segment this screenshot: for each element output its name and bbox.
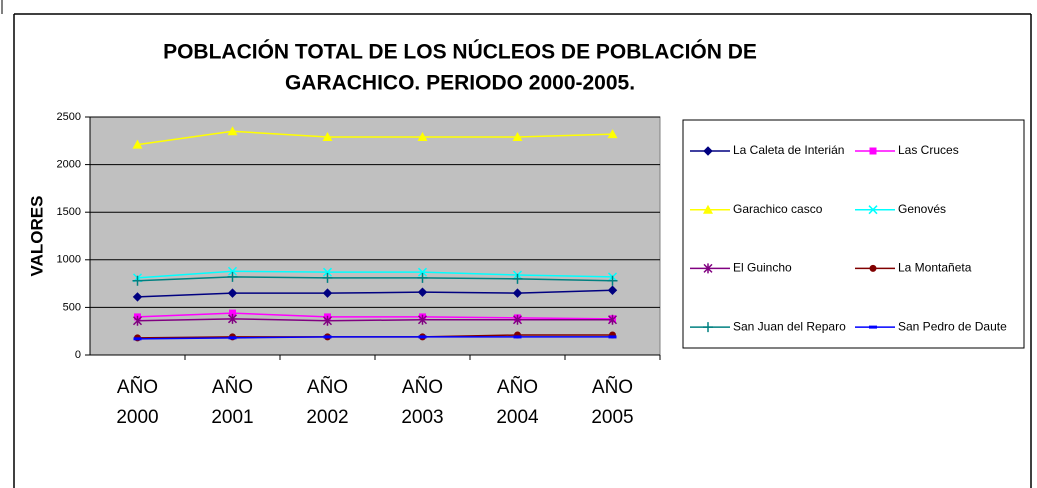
- marker: [607, 129, 618, 139]
- series-line: [137, 130, 613, 146]
- y-tick-label: 2500: [57, 111, 81, 123]
- marker: [132, 275, 143, 286]
- marker: [417, 272, 428, 283]
- marker: [322, 288, 333, 298]
- series-line: [137, 318, 613, 322]
- marker: [322, 267, 333, 277]
- marker: [703, 322, 713, 333]
- legend-label: El Guincho: [733, 261, 792, 275]
- y-tick-label: 0: [75, 349, 81, 361]
- x-tick-label: AÑO 2003: [401, 376, 443, 428]
- marker: [227, 271, 238, 282]
- series-line: [137, 312, 613, 320]
- marker: [322, 315, 333, 326]
- legend-label: Genovés: [898, 202, 946, 216]
- chart-title: GARACHICO. PERIODO 2000-2005.: [285, 72, 635, 95]
- marker: [229, 309, 236, 317]
- x-tick-label: AÑO 2002: [306, 376, 348, 428]
- chart-title: POBLACIÓN TOTAL DE LOS NÚCLEOS DE POBLAC…: [163, 40, 757, 64]
- series-line: [137, 270, 613, 279]
- marker: [132, 292, 143, 302]
- marker: [227, 313, 238, 324]
- series-line: [137, 276, 613, 282]
- marker: [417, 287, 428, 297]
- legend-label: Garachico casco: [733, 202, 823, 216]
- marker: [417, 314, 428, 325]
- marker: [512, 314, 523, 325]
- marker: [607, 314, 618, 325]
- marker: [322, 272, 333, 283]
- marker: [607, 275, 618, 286]
- marker: [132, 315, 143, 326]
- series-line: [137, 336, 613, 340]
- legend-label: San Juan del Reparo: [733, 319, 846, 333]
- marker: [703, 204, 713, 214]
- marker: [512, 288, 523, 298]
- marker: [417, 267, 428, 277]
- x-tick-label: AÑO 2004: [496, 376, 539, 428]
- legend-label: La Caleta de Interián: [733, 143, 844, 157]
- marker: [417, 131, 428, 141]
- series-line: [137, 289, 613, 298]
- marker: [869, 147, 877, 155]
- marker: [227, 266, 238, 276]
- y-axis-label: VALORES: [27, 196, 46, 277]
- marker: [868, 205, 878, 215]
- marker: [703, 263, 713, 274]
- legend: [682, 119, 1025, 349]
- marker: [869, 264, 877, 272]
- legend-label: La Montañeta: [898, 261, 972, 275]
- marker: [703, 146, 713, 156]
- y-tick-label: 1000: [57, 254, 81, 266]
- y-tick-label: 1500: [57, 206, 81, 218]
- marker: [512, 273, 523, 284]
- marker: [227, 126, 238, 136]
- x-tick-label: AÑO 2005: [591, 376, 633, 428]
- x-tick-label: AÑO 2001: [211, 376, 253, 428]
- y-tick-label: 2000: [57, 159, 81, 171]
- y-tick-label: 500: [63, 301, 81, 313]
- legend-label: Las Cruces: [898, 143, 959, 157]
- x-tick-label: AÑO 2000: [116, 376, 158, 428]
- marker: [512, 131, 523, 141]
- marker: [322, 131, 333, 141]
- legend-label: San Pedro de Daute: [898, 319, 1007, 333]
- marker: [607, 285, 618, 295]
- marker: [227, 288, 238, 298]
- marker: [132, 139, 143, 149]
